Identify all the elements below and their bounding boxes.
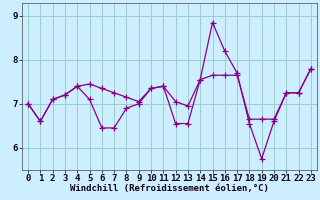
X-axis label: Windchill (Refroidissement éolien,°C): Windchill (Refroidissement éolien,°C)	[70, 184, 269, 193]
